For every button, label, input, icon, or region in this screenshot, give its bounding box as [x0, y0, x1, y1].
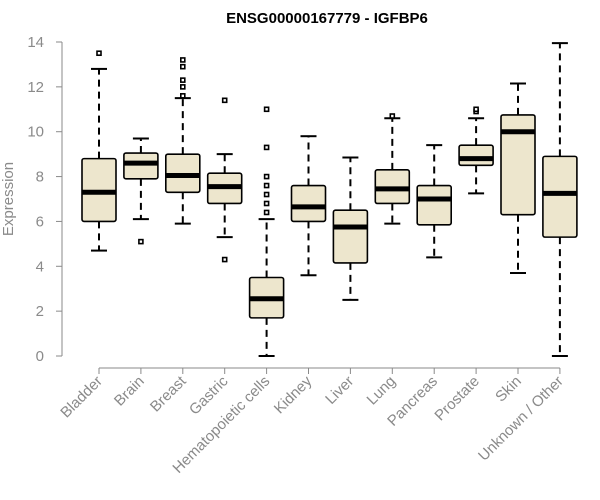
x-tick-label: Skin	[492, 373, 525, 406]
x-tick-label: Bladder	[57, 373, 106, 422]
outlier-point	[96, 50, 102, 57]
y-tick-label: 10	[27, 124, 44, 141]
box	[500, 114, 536, 216]
box-group-breast	[165, 57, 201, 225]
outlier-point	[263, 209, 270, 216]
y-tick-label: 12	[27, 79, 44, 96]
box-group-pancreas	[416, 144, 453, 259]
y-tick-label: 0	[36, 348, 44, 365]
box-group-prostate	[458, 106, 494, 195]
box-group-kidney	[290, 135, 327, 277]
box-group-unknown-other	[542, 42, 578, 357]
box-group-brain	[123, 137, 159, 245]
box	[458, 144, 494, 167]
outlier-point	[138, 238, 144, 245]
outlier-point	[473, 106, 479, 113]
outlier-point	[263, 106, 270, 113]
box	[416, 184, 453, 226]
outlier-point	[389, 113, 396, 119]
box-group-bladder	[81, 50, 117, 252]
y-tick-label: 14	[27, 34, 44, 51]
box-group-skin	[500, 82, 536, 275]
y-axis-label: Expression	[0, 162, 17, 236]
box-group-gastric	[206, 97, 243, 263]
box-group-lung	[374, 113, 411, 225]
outlier-point	[263, 182, 270, 189]
outlier-point	[263, 144, 270, 151]
y-tick-label: 8	[36, 169, 44, 186]
outlier-point	[180, 63, 186, 70]
box	[332, 209, 369, 264]
box	[123, 152, 159, 180]
outlier-point	[263, 191, 270, 198]
y-tick-label: 2	[36, 303, 44, 320]
box-group-liver	[332, 156, 369, 301]
outlier-point	[221, 97, 228, 104]
chart-title: ENSG00000167779 - IGFBP6	[226, 10, 428, 27]
x-tick-label: Brain	[111, 373, 148, 410]
outlier-point	[221, 256, 228, 263]
outlier-point	[180, 77, 186, 83]
box-group-hematopoietic-cells	[248, 106, 285, 357]
boxes	[81, 42, 578, 357]
y-tick-label: 4	[36, 258, 44, 275]
box	[542, 155, 578, 238]
outlier-point	[263, 200, 270, 207]
y-tick-label: 6	[36, 213, 44, 230]
x-tick-label: Lung	[364, 373, 400, 409]
x-tick-label: Liver	[322, 373, 357, 408]
outlier-point	[180, 93, 186, 99]
x-tick-label: Breast	[147, 372, 190, 415]
y-axis: 0 2 4 6 8 10 12 14	[27, 34, 63, 365]
outlier-point	[263, 173, 270, 180]
x-tick-label: Prostate	[431, 373, 483, 425]
outlier-point	[180, 57, 186, 63]
outlier-point	[180, 84, 186, 90]
x-tick-label: Kidney	[271, 372, 316, 417]
box	[290, 184, 327, 223]
